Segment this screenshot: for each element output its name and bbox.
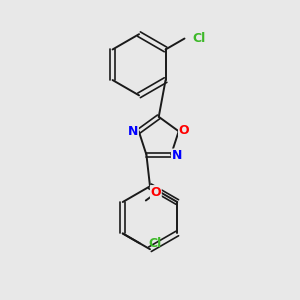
Text: N: N (172, 149, 182, 162)
Text: O: O (178, 124, 189, 137)
Text: O: O (151, 186, 161, 199)
Text: N: N (128, 125, 138, 138)
Text: Cl: Cl (192, 32, 206, 45)
Text: Cl: Cl (148, 237, 162, 250)
